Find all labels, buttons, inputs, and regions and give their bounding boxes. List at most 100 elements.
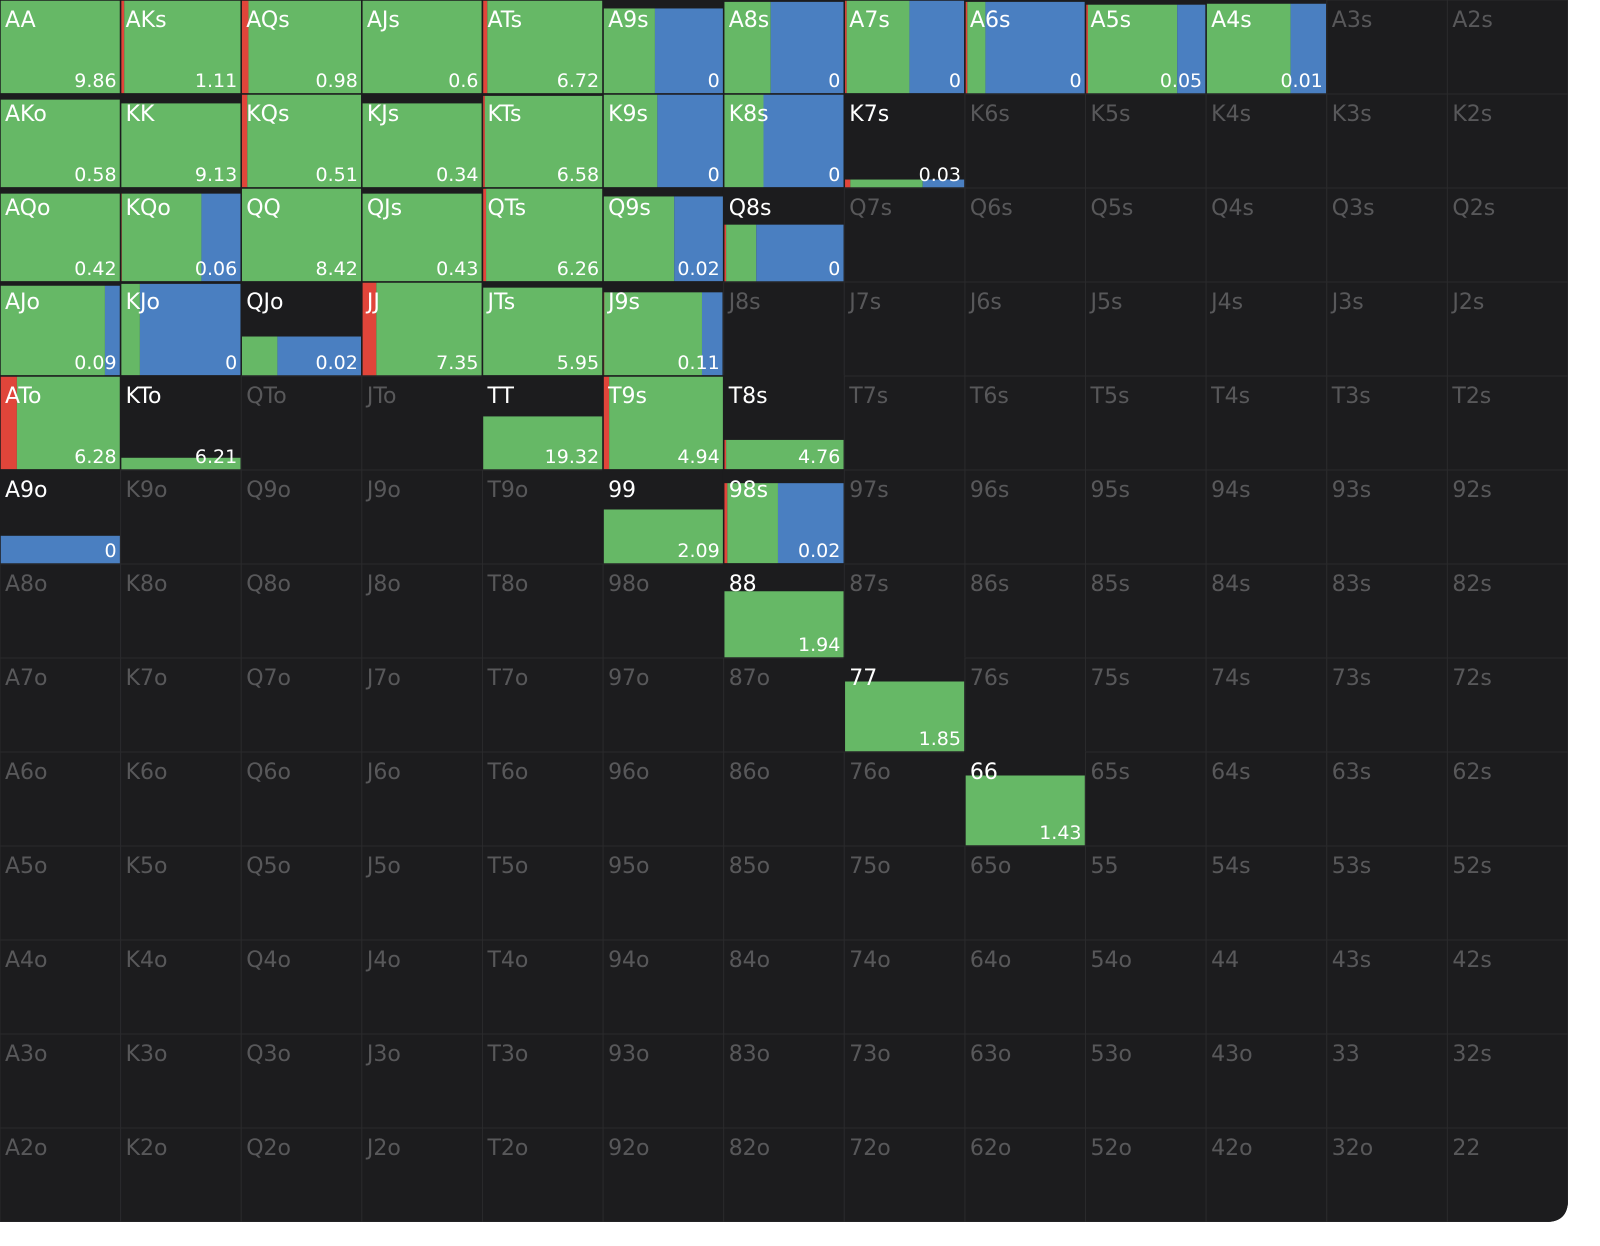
cell (120, 1127, 242, 1222)
ev-value: 9.13 (195, 164, 237, 186)
cell (1326, 375, 1448, 471)
hand-label: 42o (1211, 1136, 1252, 1161)
action-segment (0, 285, 105, 376)
hand-label: 72s (1452, 666, 1491, 691)
cell (843, 563, 966, 659)
ev-value: 7.35 (436, 352, 478, 374)
action-segment (120, 0, 125, 94)
hand-label: A6o (5, 760, 48, 785)
hand-label: 43o (1211, 1042, 1252, 1067)
ev-value: 0.05 (1160, 70, 1202, 92)
hand-label: K3s (1332, 102, 1372, 127)
action-segment (487, 0, 604, 94)
cell (1085, 845, 1207, 941)
cell (1205, 1127, 1328, 1222)
hand-label: T6s (969, 384, 1009, 409)
action-segment (723, 1, 771, 95)
ev-value: 0 (828, 70, 840, 92)
cell (1085, 1033, 1207, 1129)
hand-label: Q6s (970, 196, 1013, 221)
hand-label: K4s (1211, 102, 1251, 127)
ev-value: 0 (708, 70, 720, 92)
action-segment (486, 188, 604, 282)
hand-label: AA (5, 8, 36, 33)
hand-label: KTs (487, 102, 521, 127)
ev-value: 9.86 (74, 70, 116, 92)
hand-label: 84s (1211, 572, 1250, 597)
hand-label: 92s (1452, 478, 1491, 503)
hand-label: 73o (849, 1042, 890, 1067)
hand-label: J4o (365, 948, 401, 973)
action-segment (241, 94, 248, 188)
cell (964, 1127, 1087, 1222)
action-segment (482, 0, 488, 94)
cell (1446, 93, 1568, 189)
hand-label: 97s (849, 478, 888, 503)
hand-label: T5s (1090, 384, 1130, 409)
action-segment (603, 8, 655, 95)
cell (964, 1033, 1087, 1129)
action-segment (726, 224, 757, 282)
ev-value: 6.21 (195, 446, 237, 468)
hand-label: 77 (849, 666, 877, 691)
action-segment (361, 103, 483, 188)
cell (1205, 751, 1328, 847)
hand-label: KJo (126, 290, 160, 315)
hand-label: A4s (1211, 8, 1252, 33)
hand-label: 75o (849, 854, 890, 879)
cell (1205, 845, 1328, 941)
hand-label: 64o (970, 948, 1011, 973)
cell (481, 845, 604, 941)
action-segment (967, 1, 986, 95)
ev-value: 6.58 (557, 164, 599, 186)
hand-label: 52o (1091, 1136, 1132, 1161)
cell (843, 845, 966, 941)
ev-value: 0.09 (74, 352, 116, 374)
cell (481, 1033, 604, 1129)
action-segment (482, 416, 604, 470)
action-segment (120, 103, 242, 188)
hand-label: T6o (486, 760, 528, 785)
cell (1446, 469, 1568, 565)
action-segment (964, 1, 968, 95)
hand-label: A8s (729, 8, 770, 33)
hand-label: K2s (1452, 102, 1492, 127)
cell (361, 1033, 483, 1129)
hand-label: A3s (1332, 8, 1373, 33)
action-segment (844, 179, 851, 188)
hand-label: T2o (486, 1136, 528, 1161)
hand-label: A8o (5, 572, 48, 597)
cell (964, 187, 1087, 283)
action-segment (241, 336, 278, 376)
hand-label: 87o (729, 666, 770, 691)
action-segment (603, 509, 724, 564)
action-segment (277, 336, 362, 376)
hand-label: 95o (608, 854, 649, 879)
cell (481, 939, 604, 1035)
action-segment (1085, 4, 1088, 95)
ev-value: 1.85 (919, 728, 961, 750)
ev-value: 0.11 (677, 352, 719, 374)
cell (1085, 1127, 1207, 1222)
hand-label: 44 (1211, 948, 1239, 973)
action-segment (609, 376, 724, 470)
action-segment (604, 292, 702, 376)
cell (120, 751, 242, 847)
ev-value: 4.94 (677, 446, 719, 468)
hand-label: 98s (729, 478, 768, 503)
hand-label: A2s (1452, 8, 1493, 33)
ev-value: 0.51 (316, 164, 358, 186)
cell (1205, 93, 1328, 189)
cell (723, 751, 845, 847)
cell (361, 469, 483, 565)
ev-value: 0 (949, 70, 961, 92)
hand-label: K3o (126, 1042, 168, 1067)
hand-label: AKo (5, 102, 47, 127)
hand-label: K2o (126, 1136, 168, 1161)
cell (361, 657, 483, 753)
hand-label: T7o (486, 666, 528, 691)
cell (1446, 1033, 1568, 1129)
hand-label: TT (486, 384, 514, 409)
hand-label: 96s (970, 478, 1009, 503)
hand-label: AKs (126, 8, 167, 33)
